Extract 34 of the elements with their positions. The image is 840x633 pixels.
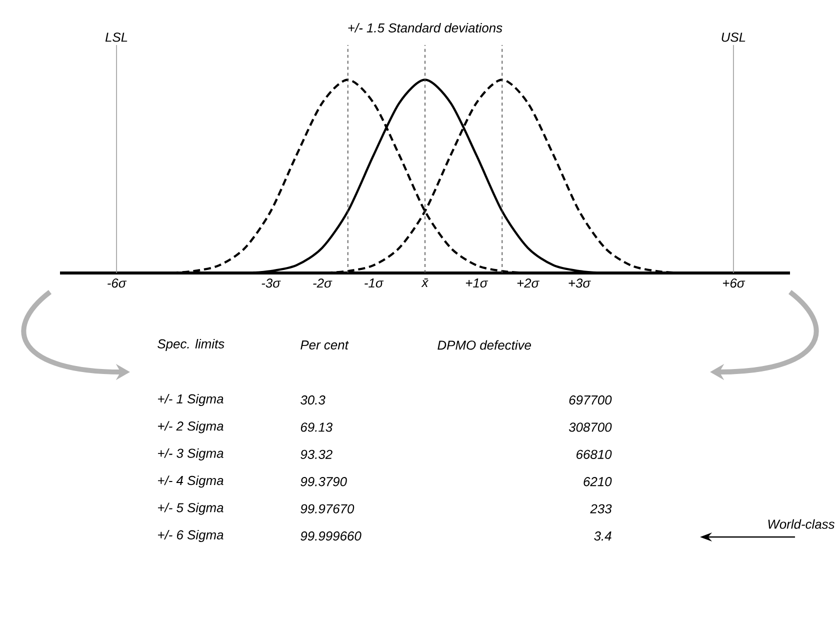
ref-line-label: USL [722,32,746,42]
x-tick-label: -6σ [108,278,127,288]
text: 93.32 [300,450,332,459]
text: DPMO defective [438,340,531,350]
text: 3.4 [594,531,612,541]
x-tick-label: +6σ [722,278,746,288]
text: +/- 5 Sigma [158,502,224,515]
text: +/- 1 Sigma [158,394,224,406]
text: +/- 3 Sigma [158,448,224,460]
text: +/- 6 Sigma [158,530,224,542]
text: 99.97670 [300,504,354,514]
text: 99.3790 [300,477,347,486]
text: +/- 4 Sigma [158,476,224,488]
text: +/- 2 Sigma [158,421,224,434]
text: Per cent [300,340,349,350]
text: 233 [590,504,612,514]
text: 99.999660 [300,531,362,541]
x-tick-label: +1σ [466,278,488,288]
x-tick-label: x̄ [421,278,429,287]
text: 697700 [569,395,612,405]
text: 308700 [568,422,612,432]
text: 69.13 [300,422,332,432]
chart-title: +/- 1.5 Standard deviations [348,22,502,33]
text: World-class [768,519,835,529]
text: Spec. limits [158,338,224,352]
ref-line-label: LSL [105,32,128,42]
x-tick-label: +2σ [517,278,540,288]
text: 66810 [576,450,612,459]
text: 30.3 [300,395,326,405]
x-tick-label: -1σ [364,278,384,288]
text: 6210 [584,477,612,486]
x-tick-label: +3σ [568,278,591,288]
x-tick-label: -3σ [262,278,281,288]
x-tick-label: -2σ [313,278,332,288]
